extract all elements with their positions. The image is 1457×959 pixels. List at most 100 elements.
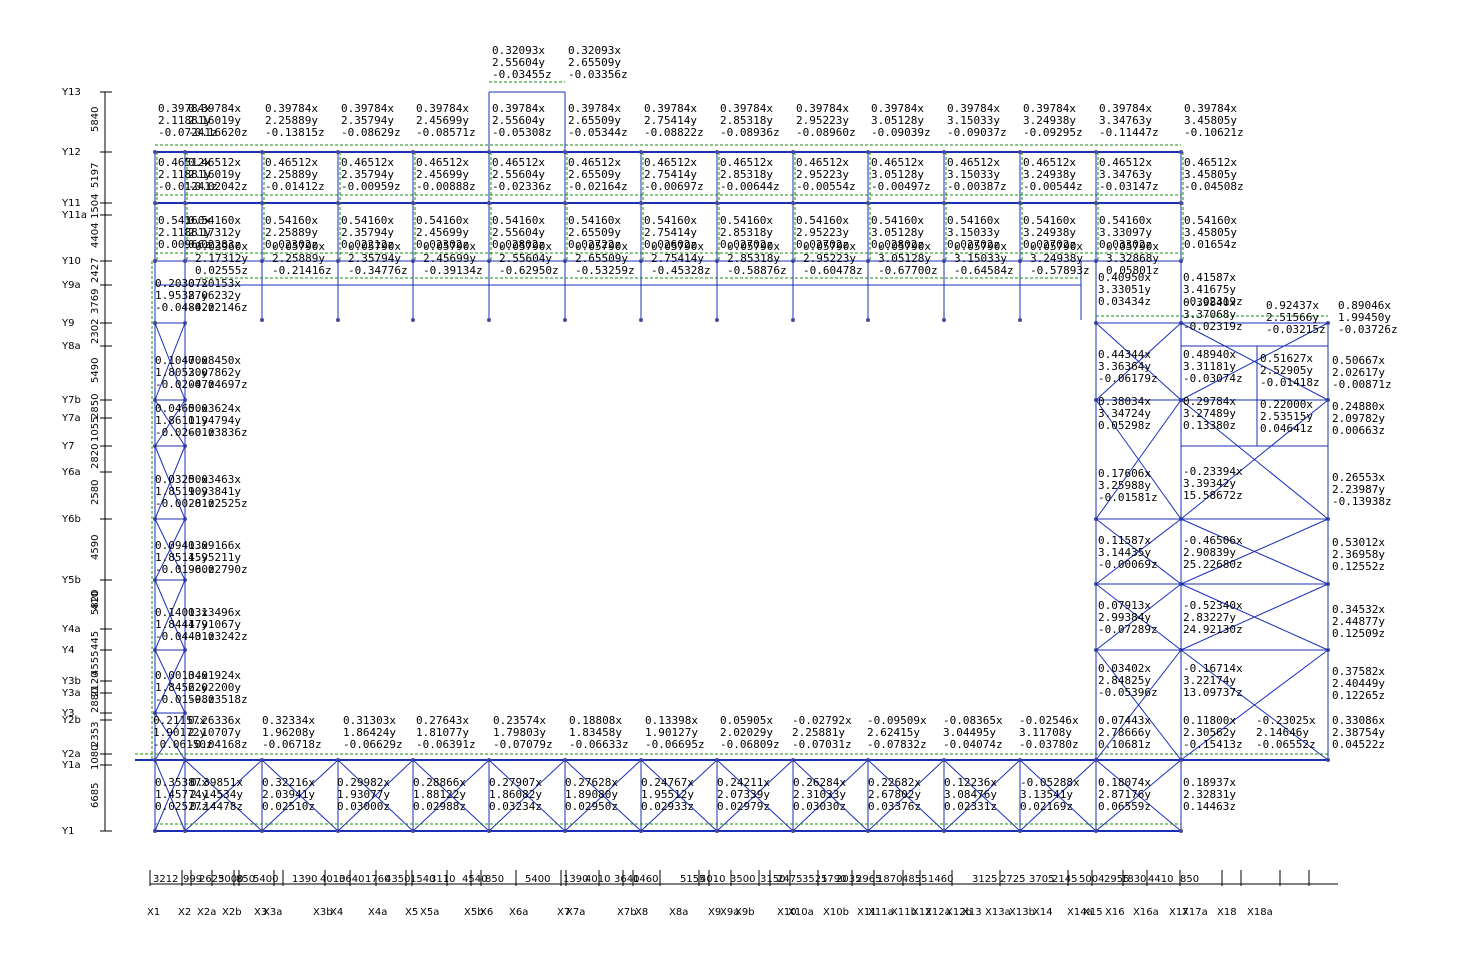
grid-label-y: Y10 [61,256,81,267]
displacement-label-y2b-line: 0.05905x [720,714,773,727]
displacement-label-left-line: 2.07862y [188,366,241,379]
displacement-label-y2b-line: 3.11708y [1019,726,1072,739]
displacement-label-right-line: -0.03074z [1183,372,1243,385]
displacement-label-top-line: 0.39784x [1023,102,1076,115]
displacement-label-right-line: 0.39840x [1183,296,1236,309]
joint-node [942,318,946,322]
displacement-label-top-line: 3.24938y [1023,114,1076,127]
joint-node [260,318,264,322]
joint-node [791,201,795,205]
displacement-label-y10-line: 2.55604y [499,252,552,265]
displacement-label-y2b-line: 0.27643x [416,714,469,727]
grid-label-y: Y11 [61,198,81,209]
displacement-label-y12-line: -0.00697z [644,180,704,193]
displacement-label-left-line: 0.08450x [188,354,241,367]
displacement-label-left-line: -0.03836z [188,426,248,439]
displacement-label-y1-line: 0.03376z [868,800,921,813]
displacement-label-right-line: -0.05396z [1098,686,1158,699]
grid-label-x: X10 [777,907,797,918]
displacement-label-y2b-line: 0.04522z [1332,738,1385,751]
displacement-label-y12-line: 0.46512x [947,156,1000,169]
span-dimension-x: 1760 [365,874,390,885]
grid-label-x: X13a [985,907,1011,918]
displacement-label-y11a-line: 3.33097y [1099,226,1152,239]
displacement-label-y11a-line: 0.54160x [720,214,773,227]
joint-node [336,318,340,322]
grid-label-y: Y2a [61,749,81,760]
displacement-label-y12-line: 0.46512x [720,156,773,169]
span-dimension-x: 1790 [821,874,846,885]
displacement-label-y1-line: 2.14534y [190,788,243,801]
displacement-label-y2b-line: 2.14646y [1256,726,1309,739]
span-dimension-y: 6685 [90,783,101,808]
span-dimension-y: 4590 [90,535,101,560]
displacement-label-y12-line: 0.46512x [1099,156,1152,169]
displacement-label-left-line: 0.20307x [155,277,208,290]
displacement-label-y12-line: -0.00888z [416,180,476,193]
grid-label-x: X2 [178,907,191,918]
displacement-label-right-line: 0.12509z [1332,627,1385,640]
span-dimension-x: 850 [236,874,255,885]
right-tower-brace [1095,322,1182,401]
grid-label-y: Y1a [61,760,81,771]
grid-label-x: X3 [254,907,267,918]
displacement-label-right-line: 0.38034x [1098,395,1151,408]
displacement-label-right-line: 0.37582x [1332,665,1385,678]
grid-label-x: X17a [1182,907,1208,918]
displacement-label-left-line: 0.20153x [188,277,241,290]
displacement-label-y2b-line: -0.08365x [943,714,1003,727]
displacement-label-y11a-line: 0.02702z [1023,238,1076,251]
displacement-label-right-line: 0.53012x [1332,536,1385,549]
displacement-label-y10-line: 2.17312y [195,252,248,265]
span-dimension-x: 5400 [253,874,278,885]
displacement-label-y10-line: -0.67700z [878,264,938,277]
displacement-label-y10-line: -0.62950z [499,264,559,277]
span-dimension-x: 2625 [199,874,224,885]
displacement-label-y12-line: 0.46512x [265,156,318,169]
grid-label-x: X9b [735,907,755,918]
displacement-label-y2b-line: 0.18808x [569,714,622,727]
displacement-label-right-line: 2.44877y [1332,615,1385,628]
displacement-label-y12-line: 0.46512x [1184,156,1237,169]
displacement-label-y10-line: 2.85318y [727,252,780,265]
displacement-label-top-line: 0.39784x [1184,102,1237,115]
joint-node [1018,318,1022,322]
span-dimension-x: 3110 [430,874,455,885]
displacement-label-y11a-line: 2.95223y [796,226,849,239]
span-dimension-y: 3769 [90,289,101,314]
displacement-label-top-line: -0.09039z [871,126,931,139]
displacement-label-y12-line: 2.35794y [341,168,394,181]
displacement-label-right-line: 0.26553x [1332,471,1385,484]
span-dimension-y: 2302 [90,319,101,344]
grid-label-x: X12b [946,907,972,918]
displacement-label-y10-line: -0.57893z [1030,264,1090,277]
bottom-brace [640,759,718,832]
displacement-label-top-line: 2.65509y [568,114,621,127]
displacement-label-y1-line: 0.02950z [565,800,618,813]
displacement-label-left-line: 1.91067y [188,618,241,631]
right-tower-brace [1180,399,1329,520]
displacement-label-y12-line: 2.85318y [720,168,773,181]
grid-label-x: X1 [147,907,160,918]
displacement-label-y10-line: 0.05790x [1106,240,1159,253]
joint-node [942,201,946,205]
displacement-label-y1-line: 0.02933z [641,800,694,813]
